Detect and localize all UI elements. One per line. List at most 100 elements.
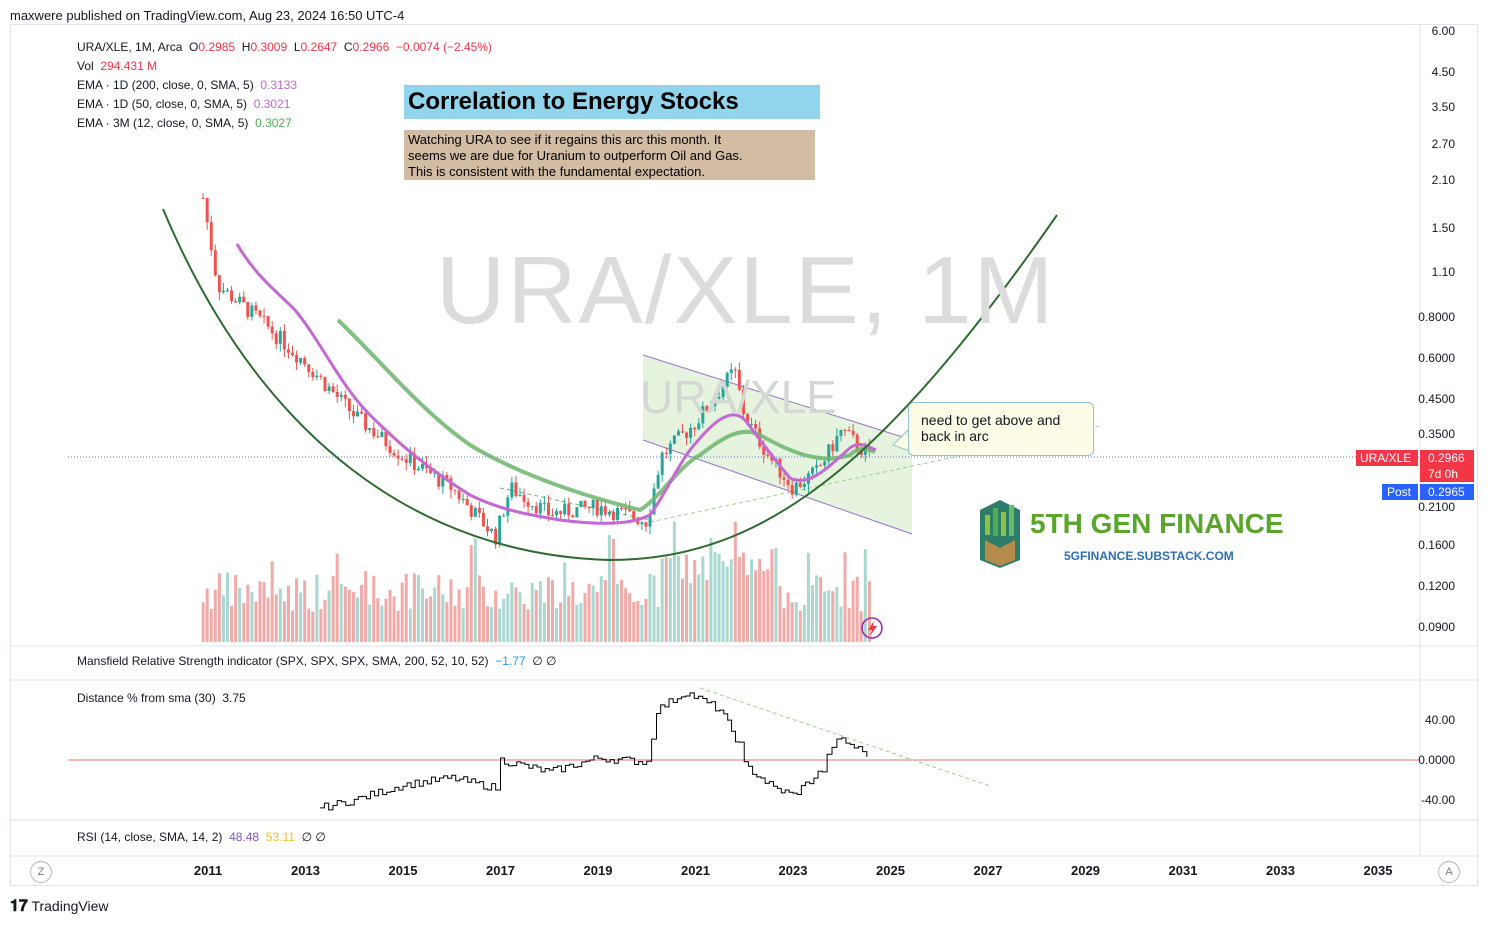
candle-body — [843, 429, 847, 431]
candle-body — [514, 482, 518, 496]
volume-bar — [583, 593, 587, 642]
legend-change: −0.0074 (−2.45%) — [395, 40, 492, 54]
candle-body — [421, 463, 424, 469]
legend-high-label: H — [241, 40, 251, 54]
volume-bar — [311, 611, 315, 642]
candle-body — [351, 411, 355, 417]
candle-body — [396, 455, 400, 459]
volume-bar — [445, 602, 449, 642]
candle-body — [709, 405, 713, 411]
candle-body — [551, 515, 554, 517]
legend-open: 0.2985 — [198, 40, 236, 54]
distance-trend-dash — [699, 687, 991, 787]
candle-body — [530, 506, 534, 508]
candle-body — [664, 452, 668, 454]
candle-body — [802, 483, 806, 487]
legend-vol: 294.431 M — [100, 59, 158, 73]
volume-bar — [307, 608, 311, 642]
volume-bar — [360, 584, 364, 642]
rsi-sma-value: 53.11 — [265, 830, 295, 844]
volume-bar — [416, 575, 420, 642]
volume-bar — [242, 603, 246, 642]
chart-watermark: URA/XLE, 1M — [436, 237, 1056, 344]
volume-bar — [400, 582, 404, 642]
candle-body — [534, 506, 538, 514]
legend-ema2-value: 0.3021 — [253, 97, 291, 111]
candle-body — [762, 446, 766, 455]
candle-body — [685, 432, 689, 438]
candle-body — [587, 506, 591, 509]
volume-bar — [725, 566, 729, 642]
volume-bar — [335, 553, 339, 642]
volume-bar — [404, 574, 408, 642]
volume-bar — [221, 595, 225, 642]
volume-bar — [620, 579, 624, 642]
candle-body — [794, 482, 798, 495]
volume-bar — [477, 575, 481, 642]
legend-ema3-value: 0.3027 — [255, 116, 292, 130]
volume-bar — [246, 584, 250, 642]
volume-bar — [648, 573, 652, 642]
mansfield-extra: ∅ ∅ — [532, 654, 557, 668]
candle-body — [595, 499, 599, 516]
candle-body — [542, 502, 546, 504]
candle-body — [473, 507, 477, 517]
volume-bar — [603, 580, 607, 642]
candle-body — [307, 364, 311, 372]
candle-body — [815, 465, 819, 468]
candle-body — [327, 386, 331, 391]
volume-bar — [563, 562, 567, 642]
legend-ema2-label: EMA · 1D (50, close, 0, SMA, 5) — [77, 97, 248, 111]
candle-body — [835, 436, 839, 452]
candle-body — [717, 397, 721, 399]
candle-body — [518, 494, 522, 496]
tradingview-logo-icon: 𝟏𝟕 — [10, 898, 28, 915]
candle-body — [538, 502, 542, 514]
volume-bar — [465, 587, 469, 642]
a-button[interactable]: A — [1438, 861, 1460, 883]
candle-body — [486, 526, 489, 532]
candle-body — [628, 509, 632, 512]
candle-body — [823, 461, 827, 466]
candle-body — [798, 482, 802, 487]
price-tick-label: 0.0900 — [1418, 620, 1455, 634]
volume-bar — [827, 590, 831, 642]
volume-bar — [815, 575, 819, 642]
volume-bar — [408, 608, 412, 642]
z-button[interactable]: Z — [30, 861, 52, 883]
candle-body — [599, 506, 603, 516]
time-tick-label: 2021 — [681, 863, 710, 878]
volume-bar — [863, 549, 867, 642]
volume-bar — [441, 594, 445, 642]
volume-bar — [599, 576, 603, 642]
volume-bar — [437, 575, 441, 642]
volume-bar — [347, 589, 351, 642]
price-tick-label: 0.2100 — [1418, 499, 1455, 514]
candle-body — [510, 482, 514, 498]
volume-bar — [717, 553, 721, 642]
volume-bar — [835, 586, 839, 642]
volume-bar — [559, 602, 563, 642]
candle-body — [209, 222, 213, 251]
countdown-tag: 7d 0h — [1420, 466, 1474, 482]
mansfield-value: −1.77 — [495, 654, 526, 668]
candle-body — [412, 453, 416, 470]
candle-body — [790, 485, 794, 495]
rsi-extra: ∅ ∅ — [301, 830, 326, 844]
volume-bar — [859, 611, 863, 642]
volume-bar — [286, 585, 290, 642]
candle-body — [384, 431, 388, 447]
legend-ema1-row: EMA · 1D (200, close, 0, SMA, 5) 0.3133 — [77, 78, 297, 92]
lightning-bolt — [868, 621, 877, 636]
note-line-1: Watching URA to see if it regains this a… — [408, 132, 722, 147]
candle-body — [221, 290, 225, 293]
volume-bar — [295, 578, 299, 642]
time-tick-label: 2015 — [388, 863, 418, 878]
volume-bar — [794, 602, 798, 642]
volume-bar — [481, 586, 485, 642]
volume-bar — [660, 558, 664, 642]
legend-low-label: L — [293, 40, 301, 54]
candle-body — [607, 511, 611, 515]
volume-bar — [595, 591, 599, 642]
